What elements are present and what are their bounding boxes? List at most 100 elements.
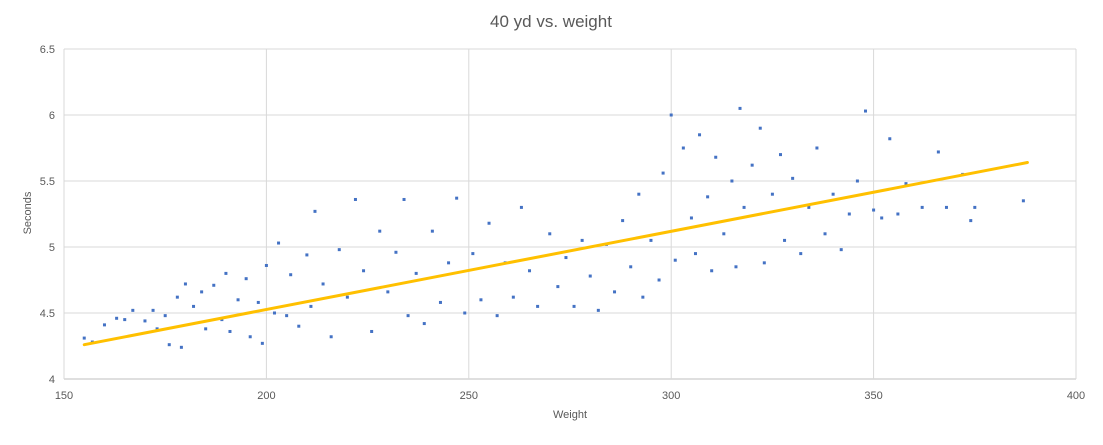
data-point bbox=[1021, 199, 1025, 203]
data-point bbox=[730, 179, 734, 183]
data-point bbox=[738, 106, 742, 110]
data-point bbox=[151, 308, 155, 312]
data-point bbox=[264, 263, 268, 267]
data-point bbox=[192, 304, 196, 308]
data-point bbox=[277, 241, 281, 245]
data-point bbox=[430, 229, 434, 233]
data-point bbox=[722, 232, 726, 236]
data-point bbox=[370, 329, 374, 333]
data-point bbox=[778, 153, 782, 157]
data-point bbox=[649, 238, 653, 242]
data-point bbox=[204, 327, 208, 331]
data-point bbox=[783, 238, 787, 242]
data-point bbox=[386, 290, 390, 294]
y-tick-label: 6 bbox=[49, 110, 55, 122]
data-point bbox=[669, 113, 673, 117]
data-point bbox=[102, 323, 106, 327]
data-point bbox=[596, 308, 600, 312]
data-point bbox=[248, 335, 252, 339]
x-axis-label: Weight bbox=[553, 409, 587, 421]
y-tick-label: 5.5 bbox=[40, 176, 55, 188]
data-point bbox=[200, 290, 204, 294]
data-point bbox=[815, 146, 819, 150]
data-point bbox=[471, 252, 475, 256]
x-tick-label: 300 bbox=[662, 390, 680, 402]
data-point bbox=[556, 285, 560, 289]
y-tick-label: 6.5 bbox=[40, 44, 55, 56]
tick-labels: 4 4.5 5 5.5 6 6.5 150 200 250 300 350 400 bbox=[40, 44, 1085, 402]
data-point bbox=[613, 290, 617, 294]
data-point bbox=[447, 261, 451, 265]
data-point bbox=[212, 283, 216, 287]
y-tick-label: 4 bbox=[49, 374, 55, 386]
data-point bbox=[637, 192, 641, 196]
data-point bbox=[183, 282, 187, 286]
data-point bbox=[969, 219, 973, 223]
data-point bbox=[714, 155, 718, 159]
y-tick-label: 4.5 bbox=[40, 308, 55, 320]
data-point bbox=[904, 182, 908, 186]
data-point bbox=[224, 271, 228, 275]
data-point bbox=[896, 212, 900, 216]
data-point bbox=[629, 265, 633, 269]
data-point bbox=[791, 176, 795, 180]
data-point bbox=[872, 208, 876, 212]
data-point bbox=[799, 252, 803, 256]
data-point bbox=[936, 150, 940, 154]
data-point bbox=[260, 341, 264, 345]
data-point bbox=[123, 318, 127, 322]
data-point bbox=[823, 232, 827, 236]
data-point bbox=[289, 273, 293, 277]
x-tick-label: 350 bbox=[864, 390, 882, 402]
data-point bbox=[519, 205, 523, 209]
data-point bbox=[115, 316, 119, 320]
data-point bbox=[479, 298, 483, 302]
data-point bbox=[272, 311, 276, 315]
data-point bbox=[750, 163, 754, 167]
y-tick-label: 5 bbox=[49, 242, 55, 254]
data-point bbox=[706, 195, 710, 199]
data-point bbox=[580, 238, 584, 242]
data-point bbox=[487, 221, 491, 225]
data-point bbox=[762, 261, 766, 265]
data-point bbox=[167, 343, 171, 347]
data-point bbox=[807, 205, 811, 209]
trendline bbox=[82, 161, 1029, 347]
data-point bbox=[143, 319, 147, 323]
data-point bbox=[228, 329, 232, 333]
data-point bbox=[734, 265, 738, 269]
data-point bbox=[973, 205, 977, 209]
data-point bbox=[131, 308, 135, 312]
data-point bbox=[495, 314, 499, 318]
chart-title: 40 yd vs. weight bbox=[490, 12, 612, 31]
data-point bbox=[588, 274, 592, 278]
data-point bbox=[621, 219, 625, 223]
data-point bbox=[337, 248, 341, 252]
data-point bbox=[689, 216, 693, 220]
data-point bbox=[758, 126, 762, 130]
data-point bbox=[438, 300, 442, 304]
data-point bbox=[345, 295, 349, 299]
data-point bbox=[572, 304, 576, 308]
data-point bbox=[378, 229, 382, 233]
data-point bbox=[297, 324, 301, 328]
data-point bbox=[406, 314, 410, 318]
data-point bbox=[528, 269, 532, 273]
data-point bbox=[536, 304, 540, 308]
data-point bbox=[880, 216, 884, 220]
data-point bbox=[657, 278, 661, 282]
data-point bbox=[673, 258, 677, 262]
data-point bbox=[864, 109, 868, 113]
data-point bbox=[693, 252, 697, 256]
data-point bbox=[305, 253, 309, 257]
data-point bbox=[831, 192, 835, 196]
data-point bbox=[362, 269, 366, 273]
data-point bbox=[422, 322, 426, 326]
data-point bbox=[244, 277, 248, 281]
data-point bbox=[82, 336, 86, 340]
data-point bbox=[321, 282, 325, 286]
data-point bbox=[548, 232, 552, 236]
data-point bbox=[661, 171, 665, 175]
data-point bbox=[641, 295, 645, 299]
